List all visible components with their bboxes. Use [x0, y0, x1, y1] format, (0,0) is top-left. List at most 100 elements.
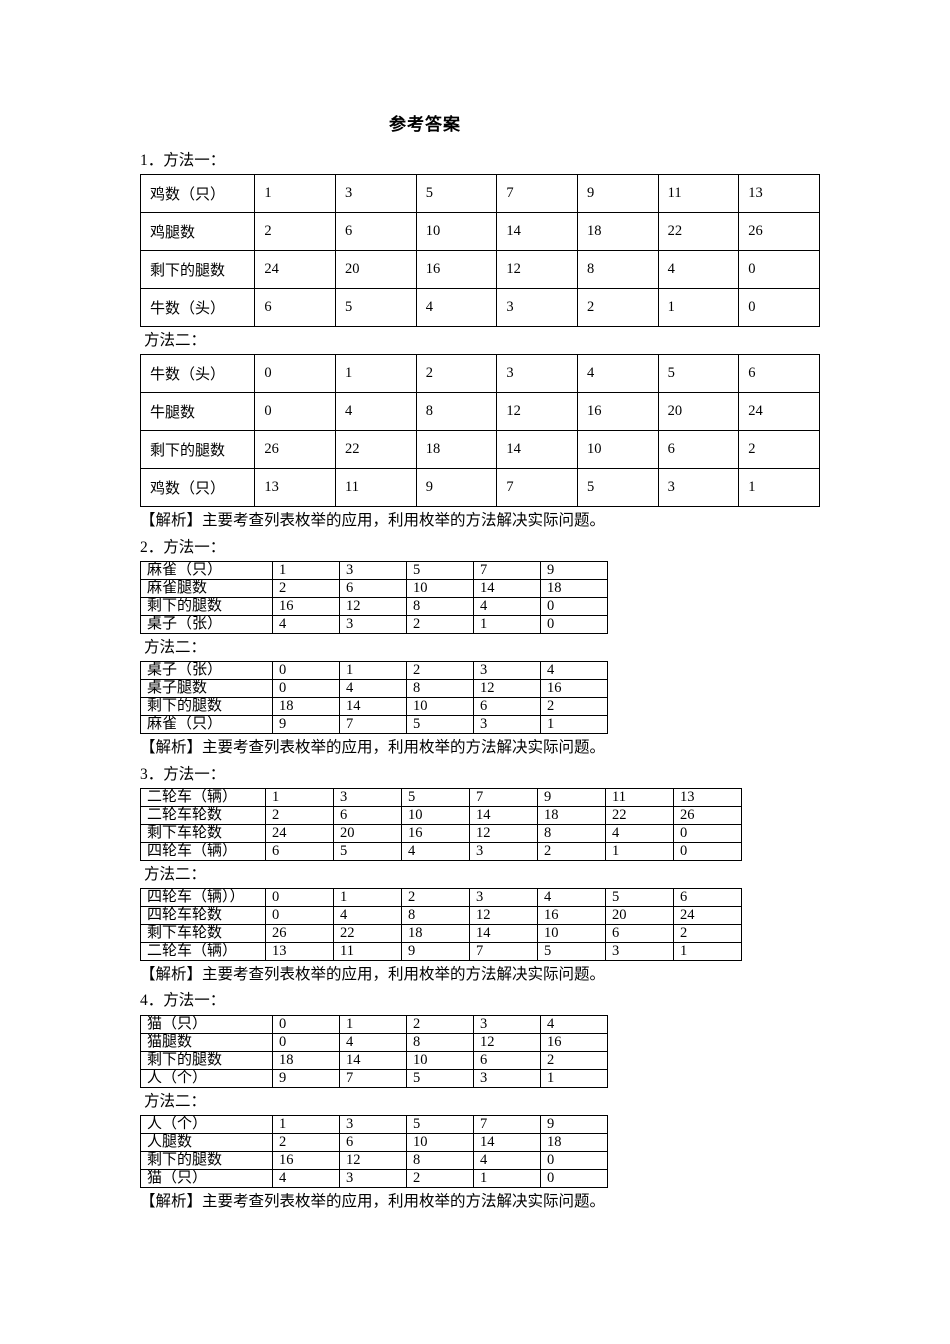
cell: 3 — [469, 887, 538, 907]
row-header: 桌子腿数 — [140, 678, 273, 698]
cell: 8 — [576, 250, 659, 290]
cell: 18 — [537, 805, 606, 825]
section-1-method-two-label: 方法二： — [144, 332, 207, 350]
cell: 20 — [333, 823, 402, 843]
row-header: 剩下的腿数 — [140, 696, 273, 716]
cell: 14 — [469, 805, 538, 825]
cell: 4 — [540, 660, 608, 680]
section-2-table-two: 桌子（张） 0 1 2 3 4 桌子腿数 0 4 8 12 16 — [140, 660, 608, 734]
cell: 14 — [496, 430, 578, 470]
table-row: 猫腿数 0 4 8 12 16 — [140, 1032, 608, 1052]
cell: 1 — [335, 354, 417, 394]
cell: 3 — [333, 787, 402, 807]
cell: 12 — [496, 392, 578, 432]
cell: 7 — [339, 1068, 407, 1088]
cell: 4 — [272, 1168, 340, 1188]
cell: 9 — [415, 468, 498, 508]
row-header: 鸡数（只） — [139, 468, 256, 508]
cell: 3 — [469, 841, 538, 861]
cell: 8 — [406, 678, 474, 698]
cell: 6 — [673, 887, 742, 907]
cell: 11 — [605, 787, 674, 807]
cell: 14 — [469, 923, 538, 943]
cell: 2 — [406, 1168, 474, 1188]
row-header: 四轮车（辆）） — [140, 887, 266, 907]
cell: 12 — [339, 596, 407, 616]
cell: 18 — [415, 430, 498, 470]
cell: 22 — [333, 923, 402, 943]
cell: 2 — [738, 430, 820, 470]
table-row: 二轮车（辆） 13 11 9 7 5 3 1 — [140, 941, 742, 961]
cell: 10 — [537, 923, 606, 943]
cell: 10 — [406, 696, 474, 716]
table-row: 四轮车（辆） 6 5 4 3 2 1 0 — [140, 841, 742, 861]
cell: 9 — [272, 1068, 340, 1088]
cell: 8 — [406, 1032, 474, 1052]
cell: 5 — [401, 787, 470, 807]
cell: 4 — [415, 288, 498, 328]
cell: 3 — [335, 174, 417, 214]
cell: 10 — [415, 212, 498, 252]
cell: 6 — [473, 696, 541, 716]
cell: 3 — [473, 714, 541, 734]
cell: 4 — [339, 1032, 407, 1052]
row-header: 剩下车轮数 — [140, 823, 266, 843]
cell: 5 — [333, 841, 402, 861]
cell: 13 — [673, 787, 742, 807]
cell: 6 — [333, 805, 402, 825]
cell: 4 — [333, 905, 402, 925]
row-header: 麻雀腿数 — [140, 578, 273, 598]
section-4-method-one-label: 4．方法一： — [140, 992, 226, 1010]
cell: 0 — [265, 887, 334, 907]
cell: 3 — [473, 1068, 541, 1088]
cell: 5 — [537, 941, 606, 961]
cell: 1 — [540, 714, 608, 734]
cell: 13 — [738, 174, 820, 214]
cell: 20 — [335, 250, 417, 290]
row-header: 牛腿数 — [139, 392, 256, 432]
cell: 18 — [576, 212, 659, 252]
section-4-method-two-label: 方法二： — [144, 1092, 207, 1110]
row-header: 剩下的腿数 — [140, 1150, 273, 1170]
answer-body: 1．方法一： 鸡数（只） 1 3 5 7 9 11 13 — [139, 149, 820, 1214]
cell: 22 — [335, 430, 417, 470]
cell: 2 — [406, 614, 474, 634]
cell: 3 — [339, 1168, 407, 1188]
row-header: 二轮车（辆） — [140, 787, 266, 807]
section-2-method-one-label: 2．方法一： — [140, 538, 226, 556]
cell: 7 — [473, 560, 541, 580]
row-header: 鸡腿数 — [139, 212, 256, 252]
cell: 11 — [333, 941, 402, 961]
cell: 24 — [265, 823, 334, 843]
cell: 1 — [339, 1014, 407, 1034]
cell: 16 — [576, 392, 659, 432]
table-row: 剩下的腿数 26 22 18 14 10 6 2 — [139, 430, 820, 470]
cell: 8 — [415, 392, 498, 432]
section-3-table-two: 四轮车（辆）） 0 1 2 3 4 5 6 四轮车轮数 0 4 8 — [140, 887, 742, 961]
row-header: 剩下的腿数 — [140, 1050, 273, 1070]
cell: 16 — [272, 1150, 340, 1170]
cell: 9 — [540, 560, 608, 580]
row-header: 剩下的腿数 — [139, 250, 256, 290]
row-header: 二轮车轮数 — [140, 805, 266, 825]
cell: 3 — [496, 354, 578, 394]
cell: 20 — [657, 392, 740, 432]
table-row: 四轮车轮数 0 4 8 12 16 20 24 — [140, 905, 742, 925]
row-header: 人（个） — [140, 1114, 273, 1134]
cell: 0 — [540, 596, 608, 616]
cell: 0 — [673, 841, 742, 861]
row-header: 猫腿数 — [140, 1032, 273, 1052]
table-row: 剩下的腿数 16 12 8 4 0 — [140, 596, 608, 616]
cell: 6 — [254, 288, 337, 328]
answer-section-4: 4．方法一： 猫（只） 0 1 2 3 4 猫腿数 — [140, 989, 820, 1214]
cell: 4 — [401, 841, 470, 861]
row-header: 桌子（张） — [140, 660, 273, 680]
cell: 3 — [339, 1114, 407, 1134]
cell: 1 — [657, 288, 740, 328]
row-header: 剩下的腿数 — [139, 430, 256, 470]
cell: 0 — [272, 1014, 340, 1034]
row-header: 麻雀（只） — [140, 560, 273, 580]
cell: 2 — [254, 212, 337, 252]
section-1-method-one-label: 1．方法一： — [140, 152, 226, 169]
cell: 0 — [540, 614, 608, 634]
